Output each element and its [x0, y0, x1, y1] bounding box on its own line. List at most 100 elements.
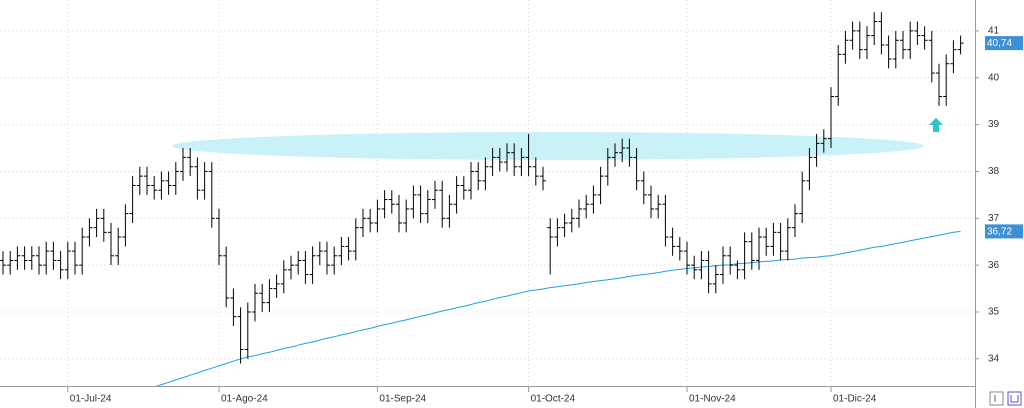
ohlc-bar [756, 227, 762, 270]
ohlc-bar [424, 190, 431, 223]
ohlc-bar [165, 171, 172, 195]
ohlc-bar [540, 166, 546, 191]
ohlc-bar [957, 35, 964, 55]
ohlc-bar [331, 246, 338, 275]
ohlc-bar [489, 148, 496, 177]
ohlc-bar [561, 213, 568, 238]
ohlc-bar [612, 143, 618, 167]
ohlc-bar [302, 251, 309, 284]
ohlc-bar [799, 171, 806, 223]
ohlc-bar [475, 162, 482, 191]
ohlc-bar [763, 227, 770, 256]
ohlc-bar [496, 148, 503, 172]
ohlc-bar [741, 232, 748, 280]
ohlc-bar [316, 241, 323, 266]
toolbar [989, 391, 1022, 406]
ohlc-bar [108, 222, 114, 266]
ohlc-bar [172, 162, 179, 195]
grid [0, 0, 975, 386]
ohlc-bar [0, 251, 6, 275]
ohlc-bar [403, 199, 410, 233]
ohlc-bar [828, 87, 834, 149]
ohlc-bar [712, 265, 719, 294]
x-tick-label: 01-Nov-24 [689, 394, 736, 405]
highlight-zone [172, 132, 924, 160]
ohlc-bar [468, 162, 474, 200]
ohlc-bar [936, 63, 942, 106]
ohlc-bar [237, 307, 244, 364]
ohlc-bar [144, 166, 150, 195]
last-value-label: 40,74 [987, 38, 1012, 49]
ohlc-bar [360, 208, 366, 238]
ohlc-bar [432, 180, 438, 209]
ohlc-bar [345, 237, 352, 261]
ohlc-bar [835, 44, 842, 106]
last-value-label: 36,72 [987, 227, 1012, 238]
ohlc-bar [532, 157, 539, 186]
y-tick-label: 41 [988, 26, 1000, 37]
save-button[interactable] [1007, 391, 1022, 406]
ohlc-bar [295, 251, 302, 275]
ohlc-bar [72, 241, 78, 275]
ohlc-bar [734, 260, 741, 280]
y-tick-label: 38 [988, 166, 1000, 177]
ohlc-bar [482, 157, 489, 191]
ohlc-bar [943, 54, 950, 106]
ohlc-bar [7, 251, 14, 275]
y-tick-label: 37 [988, 213, 1000, 224]
last-value-tag [985, 36, 1023, 51]
ohlc-bar [79, 227, 86, 275]
ohlc-bar [208, 162, 215, 228]
ohlc-bar [597, 166, 604, 205]
ohlc-bar [259, 283, 266, 312]
x-tick-label: 01-Oct-24 [531, 394, 576, 405]
ohlc-bar [194, 157, 201, 200]
ohlc-bar [352, 218, 359, 261]
ohlc-bar [885, 35, 892, 69]
ohlc-bar [777, 222, 784, 261]
ohlc-bar [720, 246, 726, 284]
ohlc-bar [129, 176, 136, 223]
ohlc-bar [396, 194, 402, 233]
ohlc-bar [50, 241, 57, 270]
ohlc-bar [525, 133, 532, 177]
ohlc-bar [691, 255, 698, 280]
ohlc-bar [309, 246, 316, 284]
ohlc-bar [698, 251, 705, 280]
ohlc-bar [28, 246, 35, 270]
ohlc-bar [806, 148, 813, 191]
ohlc-bar [633, 148, 640, 191]
ohlc-bar [864, 26, 870, 60]
ohlc-bar [288, 255, 294, 280]
ohlc-bar [676, 237, 683, 261]
ohlc-bar [792, 204, 798, 238]
ohlc-bar [770, 222, 777, 256]
ohlc-bar [100, 208, 107, 242]
ohlc-bar [928, 30, 935, 83]
ohlc-bar [266, 279, 273, 312]
ohlc-bar [518, 148, 525, 177]
ohlc-bar [705, 251, 712, 294]
ohlc-bar [842, 30, 849, 64]
ohlc-bar [568, 208, 575, 233]
ohlc-bar [590, 185, 597, 214]
ohlc-bar [151, 176, 158, 200]
ohlc-bar [410, 185, 417, 219]
ohlc-bar [626, 138, 633, 167]
ohlc-bar [950, 40, 957, 74]
ohlc-bar [122, 204, 129, 247]
scroll-button[interactable] [989, 391, 1004, 406]
ohlc-bar [619, 138, 626, 163]
y-tick-label: 34 [988, 353, 1000, 364]
ohlc-bar [820, 129, 827, 153]
ohlc-bar [727, 246, 734, 275]
ohlc-bar [748, 232, 755, 270]
ohlc-bar [216, 208, 222, 266]
ohlc-bar [921, 26, 928, 50]
ohlc-bar [374, 199, 381, 233]
ohlc-bar [554, 218, 561, 247]
ohlc-bar [813, 133, 820, 167]
